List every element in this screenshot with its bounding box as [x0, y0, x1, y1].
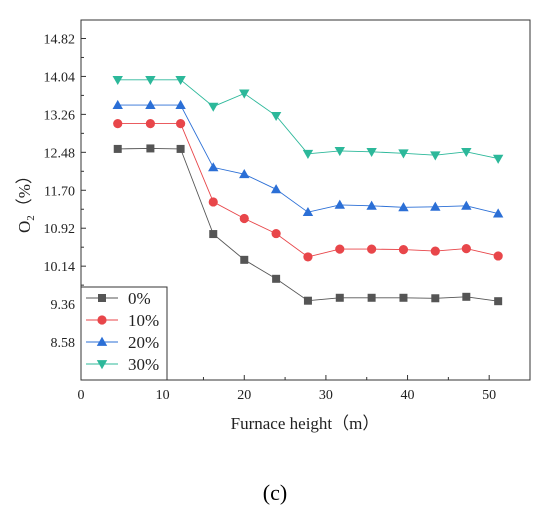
- data-point: [494, 297, 503, 306]
- legend-marker: [96, 360, 108, 370]
- data-point: [112, 75, 123, 86]
- data-point: [430, 246, 440, 256]
- data-point: [303, 296, 312, 305]
- x-tick-label: 30: [319, 388, 333, 403]
- data-point: [239, 213, 249, 224]
- data-point: [145, 119, 155, 129]
- data-point: [461, 147, 472, 158]
- data-point: [366, 147, 377, 158]
- data-point: [145, 99, 156, 110]
- data-point: [209, 230, 218, 239]
- data-point: [366, 200, 377, 210]
- data-point: [240, 255, 249, 264]
- x-tick-label: 0: [78, 388, 85, 403]
- data-point: [462, 292, 471, 301]
- y-tick-label: 10.14: [44, 260, 76, 275]
- data-point: [367, 293, 376, 302]
- data-point: [461, 244, 471, 254]
- legend-label: 0%: [128, 289, 151, 308]
- data-point: [145, 75, 156, 86]
- data-point: [398, 149, 409, 159]
- data-point: [492, 208, 504, 218]
- y-tick-label: 8.58: [51, 336, 76, 351]
- data-point: [272, 274, 281, 283]
- data-point: [431, 294, 440, 303]
- data-point: [113, 119, 123, 129]
- legend-marker: [96, 336, 108, 346]
- y-tick-label: 9.36: [51, 298, 76, 313]
- data-point: [367, 244, 377, 254]
- data-point: [175, 99, 186, 110]
- series-markers: [112, 75, 504, 306]
- panel-label: (c): [263, 480, 287, 505]
- data-point: [302, 149, 314, 159]
- y-tick-label: 10.92: [44, 222, 76, 237]
- data-point: [430, 151, 441, 161]
- data-point: [208, 197, 218, 207]
- data-point: [492, 154, 504, 164]
- series-line: [117, 104, 499, 215]
- plot-frame: [80, 19, 531, 381]
- data-point: [239, 89, 250, 99]
- data-point: [175, 119, 186, 129]
- data-point: [239, 169, 250, 179]
- data-point: [175, 75, 186, 86]
- x-tick-label: 20: [237, 388, 251, 403]
- series-line: [117, 147, 499, 302]
- y-tick-label: 13.26: [44, 108, 76, 123]
- data-point: [302, 206, 314, 217]
- data-point: [270, 184, 282, 194]
- data-point: [335, 293, 344, 302]
- data-point: [176, 144, 185, 153]
- data-point: [270, 111, 282, 122]
- data-point: [399, 293, 408, 302]
- x-axis-title: Furnace height（m）: [231, 414, 380, 433]
- data-point: [461, 200, 472, 210]
- data-point: [398, 202, 409, 212]
- axes: 0 10 20 30 40 50 8.58 9.36 10.14 10.92 11.70 12.48 1…: [44, 32, 497, 403]
- data-point: [430, 201, 441, 211]
- x-tick-label: 10: [156, 388, 170, 403]
- data-point: [112, 99, 123, 110]
- data-point: [208, 102, 219, 112]
- legend-label: 20%: [128, 333, 159, 352]
- series-line: [117, 123, 499, 258]
- y-tick-label: 11.70: [44, 184, 75, 199]
- series-line: [117, 79, 499, 160]
- y-axis-title: O2（%）: [15, 167, 37, 233]
- y-tick-label: 14.04: [44, 70, 76, 85]
- y-tick-label: 12.48: [44, 146, 76, 161]
- data-point: [303, 252, 313, 262]
- data-point: [208, 162, 219, 172]
- x-tick-label: 50: [482, 388, 496, 403]
- data-point: [113, 144, 122, 153]
- legend-label: 30%: [128, 355, 159, 374]
- data-point: [146, 144, 155, 153]
- data-point: [271, 228, 281, 239]
- legend-label: 10%: [128, 311, 159, 330]
- data-point: [334, 199, 345, 209]
- x-tick-label: 40: [401, 388, 415, 403]
- data-point: [335, 244, 345, 254]
- series-lines: [117, 79, 499, 302]
- legend: 0% 10% 20% 30%: [80, 286, 168, 381]
- data-point: [493, 251, 503, 261]
- legend-marker: [98, 294, 106, 302]
- data-point: [398, 245, 409, 255]
- legend-marker: [97, 315, 107, 325]
- y-tick-label: 14.82: [44, 32, 76, 47]
- data-point: [334, 146, 345, 157]
